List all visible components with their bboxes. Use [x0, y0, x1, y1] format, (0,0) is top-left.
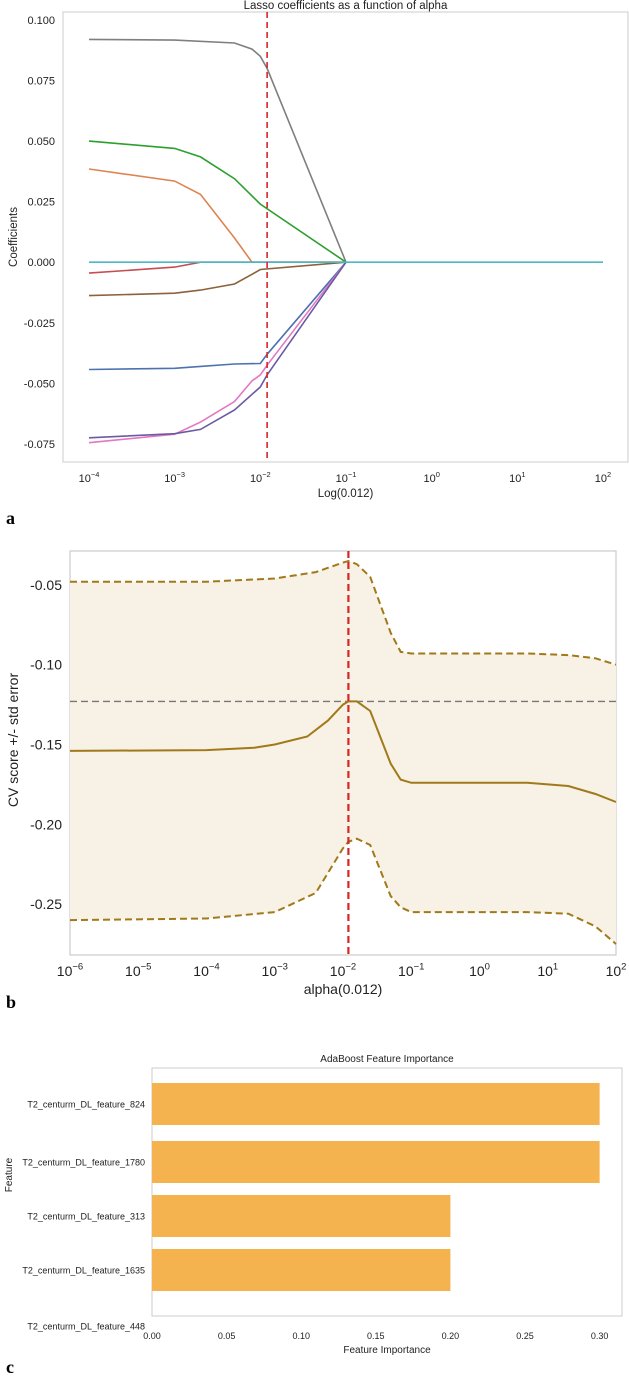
y-tick-label: T2_centurm_DL_feature_1780 — [22, 1158, 145, 1168]
y-tick-label: 0.050 — [27, 136, 55, 148]
x-tick-label: 100 — [469, 962, 490, 979]
bar-2 — [152, 1141, 600, 1183]
y-tick-label: -0.20 — [30, 816, 62, 832]
x-tick-label: 0.25 — [516, 1331, 534, 1341]
bar-4 — [152, 1249, 451, 1291]
x-tick-label: 0.05 — [218, 1331, 236, 1341]
y-tick-label: 0.025 — [27, 197, 55, 209]
x-tick-label: 10−1 — [398, 962, 424, 979]
panel-letter-c: c — [6, 1357, 14, 1377]
coefficient-line-2 — [88, 140, 347, 263]
x-axis-label: alpha(0.012) — [304, 981, 383, 997]
std-error-band — [70, 561, 616, 944]
coefficient-line-7 — [88, 261, 347, 444]
x-tick-label: 101 — [537, 962, 558, 979]
x-tick-label: 10−6 — [57, 962, 83, 979]
coefficient-line-3 — [88, 168, 346, 263]
x-tick-label: 0.00 — [143, 1331, 161, 1341]
x-tick-label: 102 — [606, 962, 627, 979]
x-tick-label: 10−5 — [125, 962, 151, 979]
upper-bound-line — [70, 559, 617, 666]
y-tick-label: -0.25 — [30, 896, 62, 912]
y-tick-label: T2_centurm_DL_feature_313 — [27, 1212, 145, 1222]
coefficient-line-1 — [88, 38, 347, 263]
x-tick-label: 10−3 — [262, 962, 288, 979]
y-tick-label: T2_centurm_DL_feature_1635 — [22, 1266, 145, 1276]
bar-3 — [152, 1195, 451, 1237]
plot-frame — [151, 1067, 623, 1317]
plot-frame — [62, 11, 629, 463]
feature-importance-chart: AdaBoost Feature Importance T2_centurm_DL… — [4, 1054, 623, 1356]
cv-score-chart: -0.05 -0.10 -0.15 -0.20 -0.25 10−6 10−5 10−4 10−… — [5, 550, 627, 997]
lower-bound-line — [69, 837, 617, 945]
chart-title: Lasso coefficients as a function of alph… — [244, 0, 448, 12]
x-tick-label: 0.20 — [442, 1331, 460, 1341]
y-axis-label: CV score +/- std error — [5, 673, 21, 808]
coefficient-line-4 — [88, 261, 346, 274]
y-tick-label: -0.050 — [24, 378, 55, 390]
x-tick-label: 10−3 — [164, 470, 185, 485]
x-tick-label: 10−4 — [79, 470, 100, 485]
y-tick-label: T2_centurm_DL_feature_448 — [27, 1322, 145, 1332]
lasso-coefficients-chart: Lasso coefficients as a function of alph… — [8, 0, 629, 500]
y-axis-label: Coefficients — [8, 207, 20, 267]
coefficient-line-5 — [88, 261, 347, 297]
y-tick-label: -0.10 — [30, 657, 62, 673]
y-tick-label: -0.025 — [24, 318, 55, 330]
bar-1 — [152, 1083, 600, 1125]
y-tick-label: -0.075 — [24, 439, 55, 451]
y-axis-label: Feature — [4, 1157, 15, 1192]
y-tick-label: 0.075 — [27, 76, 55, 88]
y-tick-label: T2_centurm_DL_feature_824 — [27, 1100, 145, 1110]
x-tick-label: 100 — [423, 470, 439, 485]
x-tick-label: 0.30 — [591, 1331, 609, 1341]
y-tick-label: 0.100 — [27, 15, 55, 27]
cv-mean-line — [69, 700, 617, 803]
y-tick-label: -0.05 — [30, 577, 62, 593]
x-tick-label: 10−2 — [330, 962, 356, 979]
x-tick-label: 10−1 — [336, 470, 357, 485]
x-tick-label: 10−4 — [193, 962, 220, 979]
panel-letter-b: b — [6, 992, 17, 1012]
x-tick-label: 10−2 — [250, 470, 271, 485]
chart-title: AdaBoost Feature Importance — [320, 1054, 454, 1065]
x-tick-label: 0.10 — [292, 1331, 310, 1341]
x-tick-label: 101 — [509, 470, 525, 485]
y-tick-label: 0.000 — [27, 257, 55, 269]
y-tick-label: -0.15 — [30, 737, 62, 753]
coefficient-line-6 — [88, 261, 347, 371]
x-tick-label: 102 — [595, 470, 611, 485]
panel-letter-a: a — [6, 508, 15, 528]
x-axis-label: Log(0.012) — [318, 488, 374, 500]
x-tick-label: 0.15 — [367, 1331, 385, 1341]
x-axis-label: Feature Importance — [343, 1345, 431, 1356]
